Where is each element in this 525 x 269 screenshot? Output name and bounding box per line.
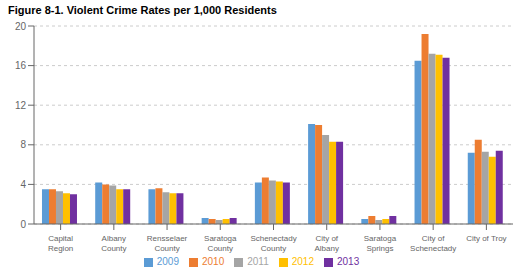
svg-text:SaratogaCounty: SaratogaCounty [204, 234, 237, 253]
svg-text:City ofSchenectady: City ofSchenectady [410, 234, 456, 253]
html-text:Figure 8-1. Violent Crime Rate: Figure 8-1. Violent Crime Rates per 1,00… [8, 4, 277, 16]
svg-text:CapitalRegion: CapitalRegion [48, 234, 73, 253]
html-text:2009: 2009 [156, 256, 179, 267]
html-text:2012: 2012 [291, 256, 314, 267]
svg-text:12: 12 [15, 100, 27, 111]
svg-text:RensselaerCounty: RensselaerCounty [147, 234, 188, 253]
svg-text:4: 4 [20, 179, 26, 190]
html-text:2010: 2010 [202, 256, 225, 267]
svg-text:City of Troy: City of Troy [466, 234, 506, 243]
svg-text:16: 16 [15, 60, 27, 71]
svg-text:0: 0 [20, 219, 26, 230]
svg-text:20: 20 [15, 21, 27, 32]
svg-text:AlbanyCounty: AlbanyCounty [101, 234, 126, 253]
html-text:2011: 2011 [247, 256, 269, 267]
svg-text:8: 8 [20, 139, 26, 150]
svg-text:SaratogaSprings: SaratogaSprings [364, 234, 397, 253]
svg-text:City ofAlbany: City ofAlbany [314, 234, 338, 253]
html-text:2013: 2013 [337, 256, 360, 267]
svg-text:SchenectadyCounty: SchenectadyCounty [250, 234, 296, 253]
